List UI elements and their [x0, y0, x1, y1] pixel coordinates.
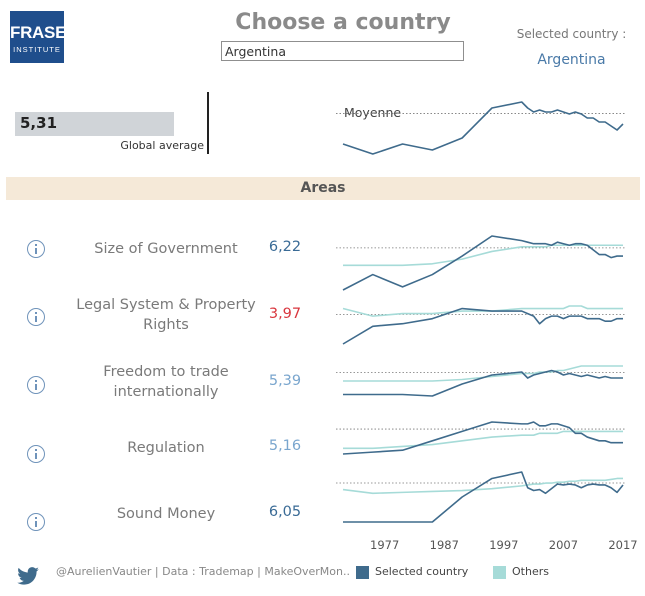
fraser-logo: FRASER INSTITUTE	[10, 11, 79, 63]
legend-selected-label: Selected country	[375, 565, 469, 578]
selected-country-series-line	[342, 235, 623, 291]
selected-country-series-line	[343, 471, 624, 523]
others-series-line	[343, 430, 623, 450]
area-name-legal-system: Legal System & Property Rights	[76, 297, 256, 333]
area-value-regulation: 5,16	[268, 438, 302, 454]
area-name-regulation: Regulation	[127, 440, 205, 456]
legend-selected-swatch	[356, 566, 369, 579]
x-tick-label: 2017	[608, 538, 638, 552]
others-series-line	[343, 365, 623, 382]
area-name-freedom-to-trade: Freedom to trade internationally	[103, 364, 229, 400]
moyenne-label: Moyenne	[344, 105, 402, 120]
x-tick-label: 1997	[489, 538, 519, 552]
info-icon[interactable]	[27, 376, 45, 394]
area-value-sound-money: 6,05	[268, 504, 302, 520]
area-value-freedom-to-trade: 5,39	[268, 373, 302, 389]
legend-others-label: Others	[512, 565, 549, 578]
info-icon[interactable]	[27, 308, 45, 326]
selected-country-value: Argentina	[537, 52, 606, 68]
global-average-value: 5,31	[20, 114, 58, 132]
x-tick-label: 2007	[548, 538, 579, 552]
x-tick-label: 1977	[370, 538, 400, 552]
info-icon[interactable]	[27, 445, 45, 463]
twitter-icon[interactable]	[17, 567, 39, 585]
page-title: Choose a country	[235, 10, 451, 35]
others-series-line	[342, 477, 623, 495]
selected-country-series-line	[342, 421, 623, 455]
area-value-size-of-government: 6,22	[268, 239, 302, 255]
others-series-line	[342, 305, 623, 317]
global-average-bar	[15, 112, 174, 136]
selected-country-series-line	[342, 307, 623, 345]
area-value-legal-system: 3,97	[268, 306, 302, 322]
legend-others-swatch	[493, 566, 506, 579]
area-name-sound-money: Sound Money	[116, 506, 216, 522]
info-icon[interactable]	[27, 240, 45, 258]
legal-system-sparkline	[336, 305, 626, 345]
sound-money-sparkline	[336, 471, 626, 523]
country-input[interactable]	[221, 41, 464, 61]
selected-country-series-line	[342, 101, 624, 155]
x-tick-label: 1987	[429, 538, 459, 552]
reference-line	[207, 92, 209, 154]
areas-title: Areas	[300, 180, 346, 196]
size-of-government-sparkline	[336, 235, 626, 291]
areas-band	[6, 177, 640, 200]
selected-country-series-line	[343, 369, 623, 397]
regulation-sparkline	[336, 421, 626, 455]
logo-line2: INSTITUTE	[13, 45, 61, 54]
logo-line1: FRASER	[10, 23, 79, 42]
global-average-label: Global average	[120, 139, 204, 152]
selected-country-label: Selected country :	[516, 27, 627, 41]
moyenne-sparkline	[336, 101, 626, 155]
freedom-to-trade-sparkline	[336, 365, 626, 397]
area-name-size-of-government: Size of Government	[94, 241, 238, 257]
x-axis-ticks: 1977 1987 1997 2007 2017	[336, 538, 638, 554]
footer-credits: @AurelienVautier | Data : Trademap | Mak…	[56, 565, 350, 578]
info-icon[interactable]	[27, 513, 45, 531]
